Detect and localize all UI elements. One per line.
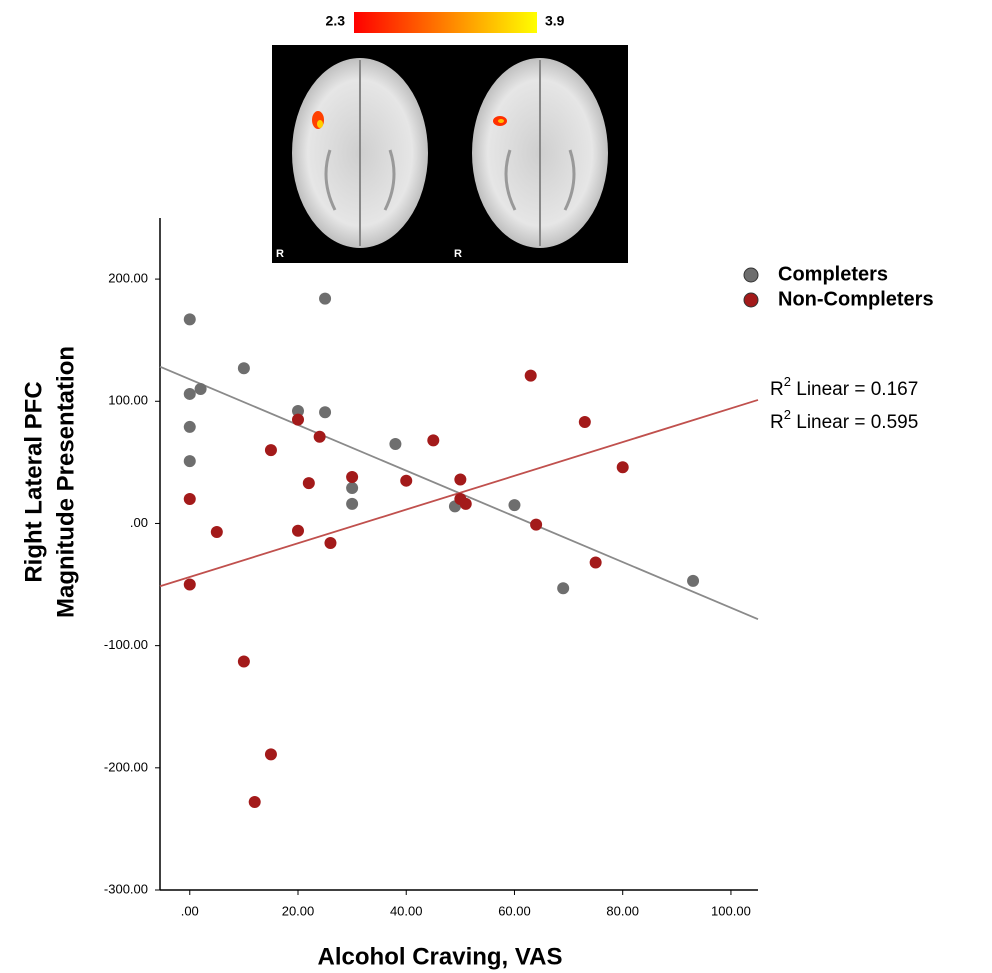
legend-label: Completers [778, 263, 888, 285]
annotation-part: Linear = 0.167 [791, 379, 918, 400]
activation [498, 119, 504, 123]
point [460, 498, 472, 510]
point [184, 421, 196, 433]
point [184, 313, 196, 325]
y-tick-label: -200.00 [104, 759, 148, 774]
legend-marker [744, 268, 758, 282]
point [314, 431, 326, 443]
legend-marker [744, 293, 758, 307]
point [319, 293, 331, 305]
point [238, 656, 250, 668]
point [265, 444, 277, 456]
point [579, 416, 591, 428]
fit-line [160, 400, 758, 586]
point [211, 526, 223, 538]
y-tick-label: -300.00 [104, 881, 148, 896]
annotation-part: R [770, 379, 784, 400]
x-tick-label: .00 [181, 903, 199, 918]
point [389, 438, 401, 450]
point [454, 473, 466, 485]
annotation-part: 2 [784, 407, 791, 422]
colorbar [354, 12, 537, 33]
point [195, 383, 207, 395]
x-axis-title: Alcohol Craving, VAS [318, 943, 563, 970]
point [400, 475, 412, 487]
point [590, 557, 602, 569]
point [292, 414, 304, 426]
point [557, 582, 569, 594]
point [617, 461, 629, 473]
point [184, 388, 196, 400]
x-tick-label: 60.00 [498, 903, 531, 918]
point [687, 575, 699, 587]
orientation-label: R [276, 248, 284, 260]
point [292, 525, 304, 537]
y-tick-label: .00 [130, 515, 148, 530]
legend-label: Non-Completers [778, 288, 934, 310]
point [324, 537, 336, 549]
point [346, 498, 358, 510]
colorbar-label: 3.9 [545, 13, 565, 29]
point [427, 434, 439, 446]
point [319, 406, 331, 418]
point [303, 477, 315, 489]
point [530, 519, 542, 531]
y-tick-label: -100.00 [104, 637, 148, 652]
point [525, 370, 537, 382]
point [265, 748, 277, 760]
r2-annotation: R2 Linear = 0.595 [770, 407, 918, 433]
colorbar-label: 2.3 [326, 13, 346, 29]
annotation-part: R [770, 412, 784, 433]
x-tick-label: 80.00 [606, 903, 639, 918]
point [184, 493, 196, 505]
point [238, 362, 250, 374]
y-tick-label: 100.00 [108, 393, 148, 408]
point [346, 471, 358, 483]
point [346, 482, 358, 494]
x-tick-label: 100.00 [711, 903, 751, 918]
orientation-label: R [454, 248, 462, 260]
annotation-part: 2 [784, 374, 791, 389]
x-tick-label: 40.00 [390, 903, 423, 918]
point [249, 796, 261, 808]
inset: R R [272, 45, 628, 263]
point [508, 499, 520, 511]
chart: R R 2.3 3.9 -300.00 -200.00 -100.00 .00 100.00… [0, 0, 992, 973]
y-axis-title: Right Lateral PFC [20, 381, 47, 582]
point [184, 579, 196, 591]
annotation-part: Linear = 0.595 [791, 412, 918, 433]
point [184, 455, 196, 467]
r2-annotation: R2 Linear = 0.167 [770, 374, 918, 400]
activation [317, 120, 323, 128]
y-tick-label: 200.00 [108, 271, 148, 286]
x-tick-label: 20.00 [282, 903, 315, 918]
y-axis-title: Magnitude Presentation [52, 346, 79, 618]
